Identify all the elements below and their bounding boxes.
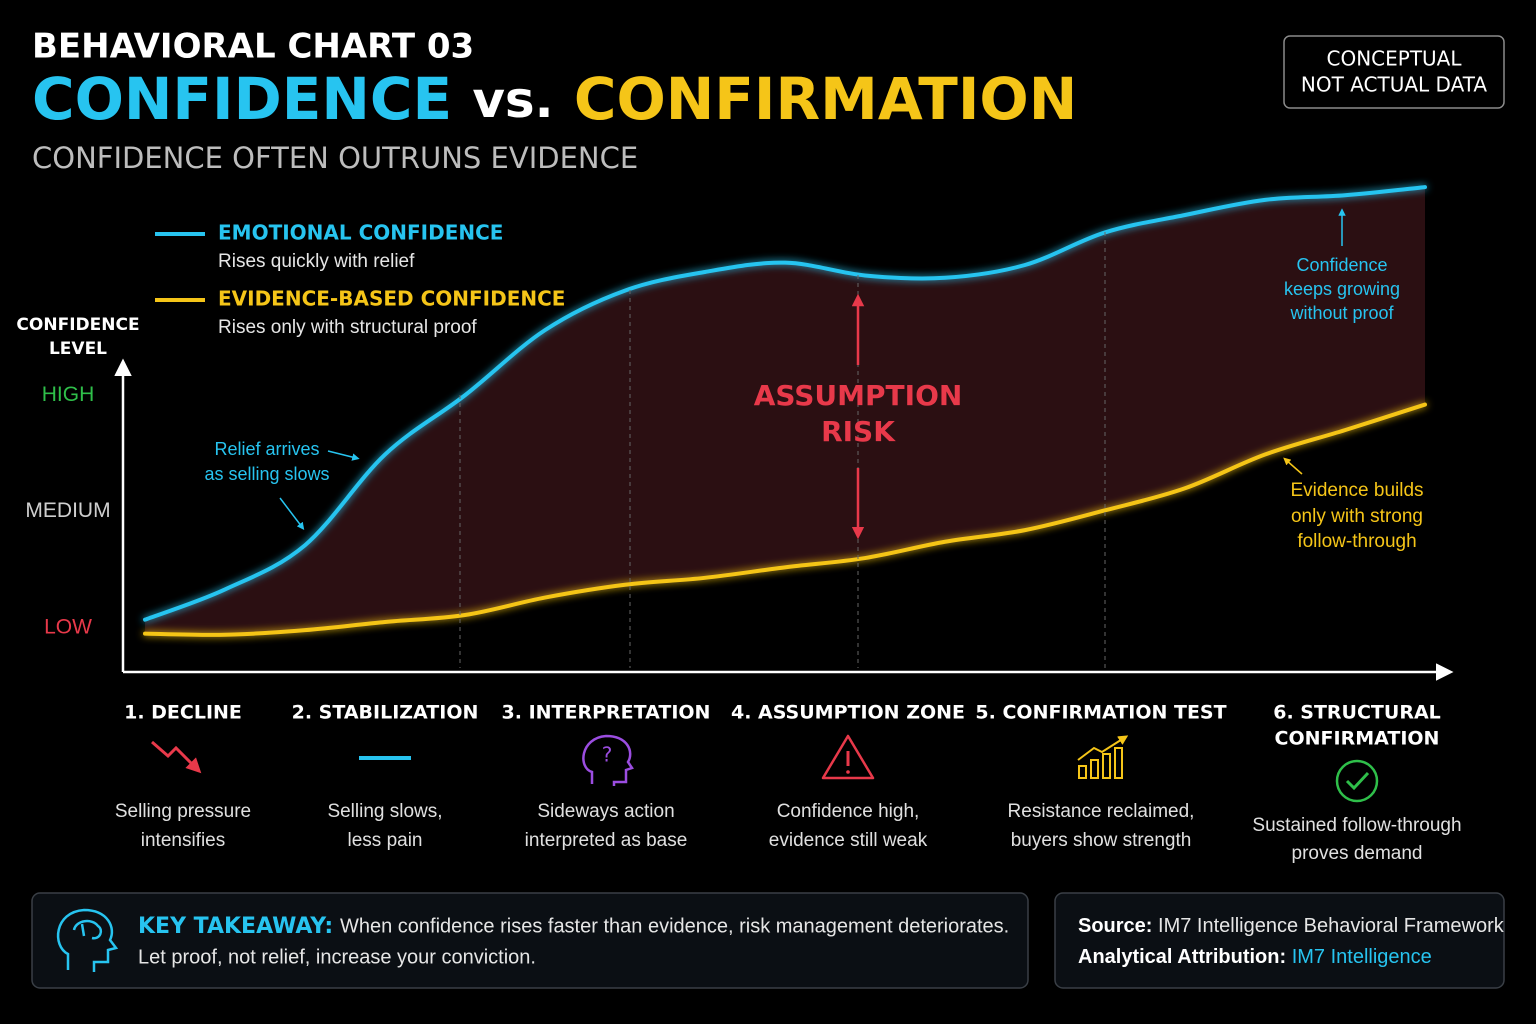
source-label: Source:: [1078, 915, 1152, 937]
phase-text: Sustained follow-through: [1252, 815, 1461, 836]
annotation-arrow: [279, 497, 305, 530]
y-tick-label: HIGH: [42, 383, 95, 406]
phase-text: Resistance reclaimed,: [1008, 801, 1195, 822]
title-vs: vs.: [472, 71, 553, 129]
y-axis-label: CONFIDENCE: [16, 315, 139, 335]
phase-text: Confidence high,: [777, 801, 920, 822]
series-line: [143, 185, 1427, 622]
annotation-arrow: [327, 450, 360, 461]
phase-text: Selling slows,: [327, 801, 442, 822]
takeaway-text: When confidence rises faster than eviden…: [340, 915, 1009, 937]
badge-text: NOT ACTUAL DATA: [1301, 73, 1487, 97]
title-right: CONFIRMATION: [574, 65, 1077, 133]
badge-box: [1283, 35, 1505, 109]
attribution-label: Analytical Attribution:: [1078, 946, 1286, 968]
title-left: CONFIDENCE: [32, 65, 452, 133]
phase-text: interpreted as base: [525, 830, 688, 851]
annotation: Relief arrives: [214, 439, 319, 459]
phase-text: less pain: [348, 830, 423, 851]
badge-text: CONCEPTUAL: [1326, 47, 1462, 71]
check-icon: [1345, 771, 1370, 791]
chart-title: CONFIDENCE vs. CONFIRMATION: [32, 65, 1077, 133]
annotation: RISK: [821, 415, 896, 448]
annotation-arrow: [1283, 457, 1303, 475]
phase-text: intensifies: [141, 830, 226, 851]
phase-text: buyers show strength: [1011, 830, 1192, 851]
y-axis-label: LEVEL: [49, 339, 107, 359]
phase-text: proves demand: [1292, 843, 1423, 864]
legend-label: EVIDENCE-BASED CONFIDENCE: [218, 287, 565, 311]
takeaway-label: KEY TAKEAWAY:: [138, 914, 333, 939]
annotation: without proof: [1289, 303, 1394, 323]
growth-icon: [1077, 735, 1129, 779]
source-text: IM7 Intelligence Behavioral Framework: [1158, 915, 1505, 937]
check-icon: [1335, 759, 1379, 803]
annotation: keeps growing: [1284, 279, 1400, 299]
takeaway-text: Let proof, not relief, increase your con…: [138, 946, 536, 968]
attribution-text: IM7 Intelligence: [1292, 946, 1432, 968]
phase-text: Selling pressure: [115, 801, 251, 822]
phase-title: CONFIRMATION: [1275, 728, 1440, 750]
phase-title: 3. INTERPRETATION: [502, 702, 711, 724]
head-icon: [582, 734, 634, 786]
phase-title: 5. CONFIRMATION TEST: [975, 702, 1226, 724]
y-tick-label: LOW: [44, 615, 92, 638]
phase-title: 2. STABILIZATION: [292, 702, 479, 724]
source-box: [1054, 892, 1505, 989]
takeaway-box: [31, 892, 1029, 989]
legend-description: Rises quickly with relief: [218, 251, 415, 272]
warning-icon: [846, 770, 850, 774]
phase-text: Sideways action: [537, 801, 674, 822]
legend-label: EMOTIONAL CONFIDENCE: [218, 221, 503, 245]
legend-description: Rises only with structural proof: [218, 317, 477, 338]
chart-label: BEHAVIORAL CHART 03: [32, 27, 474, 67]
series-line: [143, 402, 1427, 637]
phase-title: 6. STRUCTURAL: [1273, 702, 1441, 724]
question-icon: ?: [602, 743, 613, 767]
decline-icon: [151, 740, 202, 774]
source: Source: IM7 Intelligence Behavioral Fram…: [1078, 915, 1505, 937]
phase-text: evidence still weak: [769, 830, 928, 851]
brain-icon: [56, 908, 119, 972]
subtitle: CONFIDENCE OFTEN OUTRUNS EVIDENCE: [32, 141, 638, 175]
annotation: only with strong: [1291, 506, 1423, 527]
legend: EMOTIONAL CONFIDENCE Rises quickly with r…: [155, 221, 565, 338]
annotation: as selling slows: [204, 464, 329, 484]
annotation: Confidence: [1296, 255, 1387, 275]
y-tick-label: MEDIUM: [25, 499, 110, 522]
warning-icon: [821, 734, 875, 780]
attribution: Analytical Attribution: IM7 Intelligence: [1078, 946, 1432, 968]
phase-title: 1. DECLINE: [124, 702, 242, 724]
annotation: ASSUMPTION: [754, 379, 963, 412]
annotation: follow-through: [1297, 531, 1416, 552]
phase-title: 4. ASSUMPTION ZONE: [731, 702, 965, 724]
annotation: Evidence builds: [1290, 480, 1423, 501]
